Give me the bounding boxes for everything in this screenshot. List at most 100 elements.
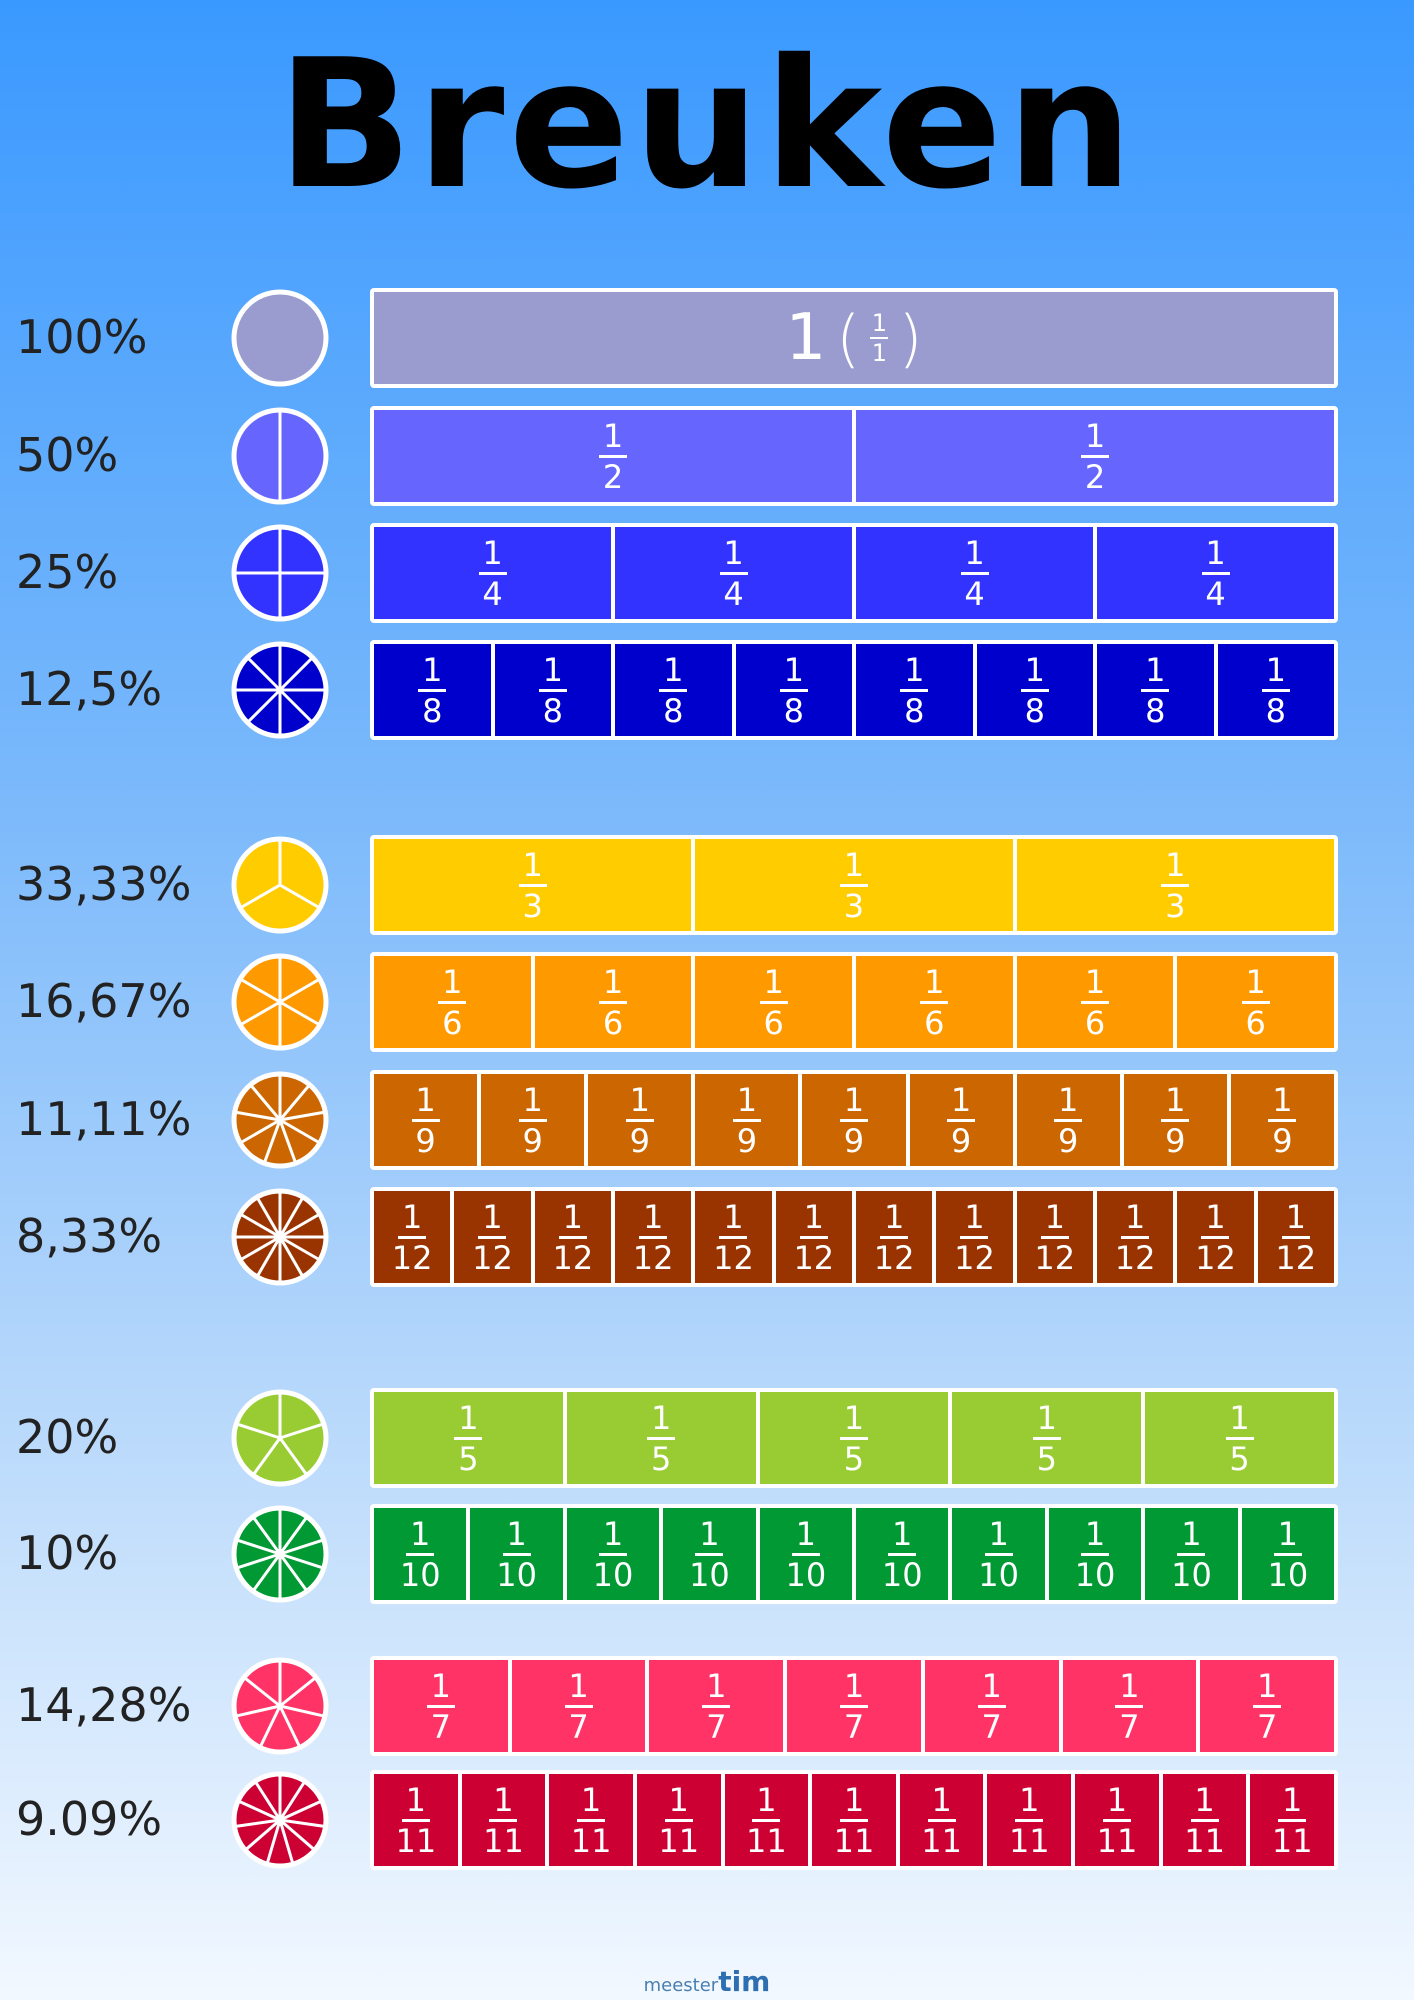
fraction-label: 1 12	[392, 1200, 433, 1275]
fraction-line	[880, 1235, 909, 1239]
numerator: 1	[795, 1514, 816, 1553]
pie-divider	[236, 1704, 281, 1718]
numerator: 1	[1285, 1197, 1306, 1236]
fraction-line	[1161, 1118, 1190, 1122]
fraction-label: 1 12	[1115, 1200, 1156, 1275]
numerator: 1	[401, 1197, 423, 1236]
fraction-line	[900, 688, 929, 692]
fraction-line	[478, 1235, 507, 1239]
denominator: 12	[954, 1238, 995, 1277]
pie-divider	[278, 1819, 294, 1863]
fraction-label: 1 10	[978, 1517, 1019, 1592]
pie-divider	[241, 1118, 281, 1144]
fraction-label: 1 10	[1171, 1517, 1212, 1592]
pie-divider	[237, 1538, 281, 1556]
fraction-label: 1 12	[874, 1200, 915, 1275]
fraction-cell: 1 12	[1016, 1191, 1093, 1283]
numerator: 1	[1205, 1197, 1226, 1236]
denominator: 5	[1229, 1439, 1250, 1478]
pie-divider	[279, 1118, 319, 1144]
denominator: 9	[1165, 1121, 1186, 1160]
denominator: 12	[472, 1238, 513, 1277]
fraction-line	[977, 1704, 1006, 1708]
denominator: 10	[399, 1555, 441, 1594]
numerator: 1	[415, 1080, 436, 1119]
percent-label: 100%	[16, 310, 148, 364]
pie-divider	[279, 1818, 315, 1850]
denominator: 6	[602, 1003, 624, 1042]
numerator: 1	[756, 1780, 777, 1819]
denominator: 6	[442, 1003, 463, 1042]
numerator: 1	[482, 1197, 503, 1236]
denominator: 9	[1058, 1121, 1079, 1160]
fraction-label: 1 12	[1034, 1200, 1075, 1275]
numerator: 1	[1194, 1780, 1215, 1819]
numerator: 1	[723, 533, 744, 572]
fraction-line	[538, 688, 567, 692]
denominator: 7	[430, 1707, 452, 1746]
numerator: 1	[783, 650, 804, 689]
numerator: 1	[1165, 1080, 1186, 1119]
fraction-line	[518, 1118, 547, 1122]
percent-label: 25%	[16, 545, 119, 599]
fraction-pie-icon	[231, 1188, 329, 1286]
percent-label: 14,28%	[16, 1678, 192, 1732]
fraction-line	[1241, 1000, 1270, 1004]
numerator: 1	[482, 533, 503, 572]
fraction-line	[702, 1704, 731, 1708]
fraction-line	[719, 571, 748, 575]
denominator: 12	[552, 1238, 594, 1277]
numerator: 1	[1084, 416, 1106, 455]
denominator: 3	[843, 886, 865, 925]
fraction-label: 1 10	[882, 1517, 923, 1592]
pie-divider	[278, 1437, 308, 1475]
numerator: 1	[663, 650, 684, 689]
pie-disc	[231, 289, 329, 387]
pie-divider	[278, 1782, 306, 1821]
fraction-line	[1268, 1118, 1297, 1122]
fraction-cell: 1 10	[1145, 1508, 1238, 1600]
fraction-label: 1 11	[1184, 1783, 1225, 1858]
fraction-label: 1 12	[1275, 1200, 1316, 1275]
fraction-line	[558, 1235, 587, 1239]
fraction-line	[752, 1818, 781, 1822]
denominator: 4	[482, 574, 503, 613]
numerator: 1	[843, 1080, 865, 1119]
pie-divider	[278, 1705, 301, 1747]
fraction-cell: 1 10	[856, 1508, 949, 1600]
fraction-line	[564, 1704, 593, 1708]
fraction-cell: 1 10	[759, 1508, 853, 1600]
numerator: 1	[1229, 1398, 1250, 1437]
pie-divider	[252, 1517, 282, 1555]
denominator: 12	[1034, 1238, 1076, 1277]
fraction-pie-icon	[231, 524, 329, 622]
fraction-line	[426, 1704, 455, 1708]
denominator: 9	[522, 1121, 543, 1160]
pie-divider	[247, 657, 282, 692]
pie-divider	[252, 1553, 282, 1591]
fraction-cell: 1 11	[1250, 1774, 1335, 1866]
pie-divider	[278, 1236, 304, 1276]
fraction-line	[799, 1235, 828, 1239]
